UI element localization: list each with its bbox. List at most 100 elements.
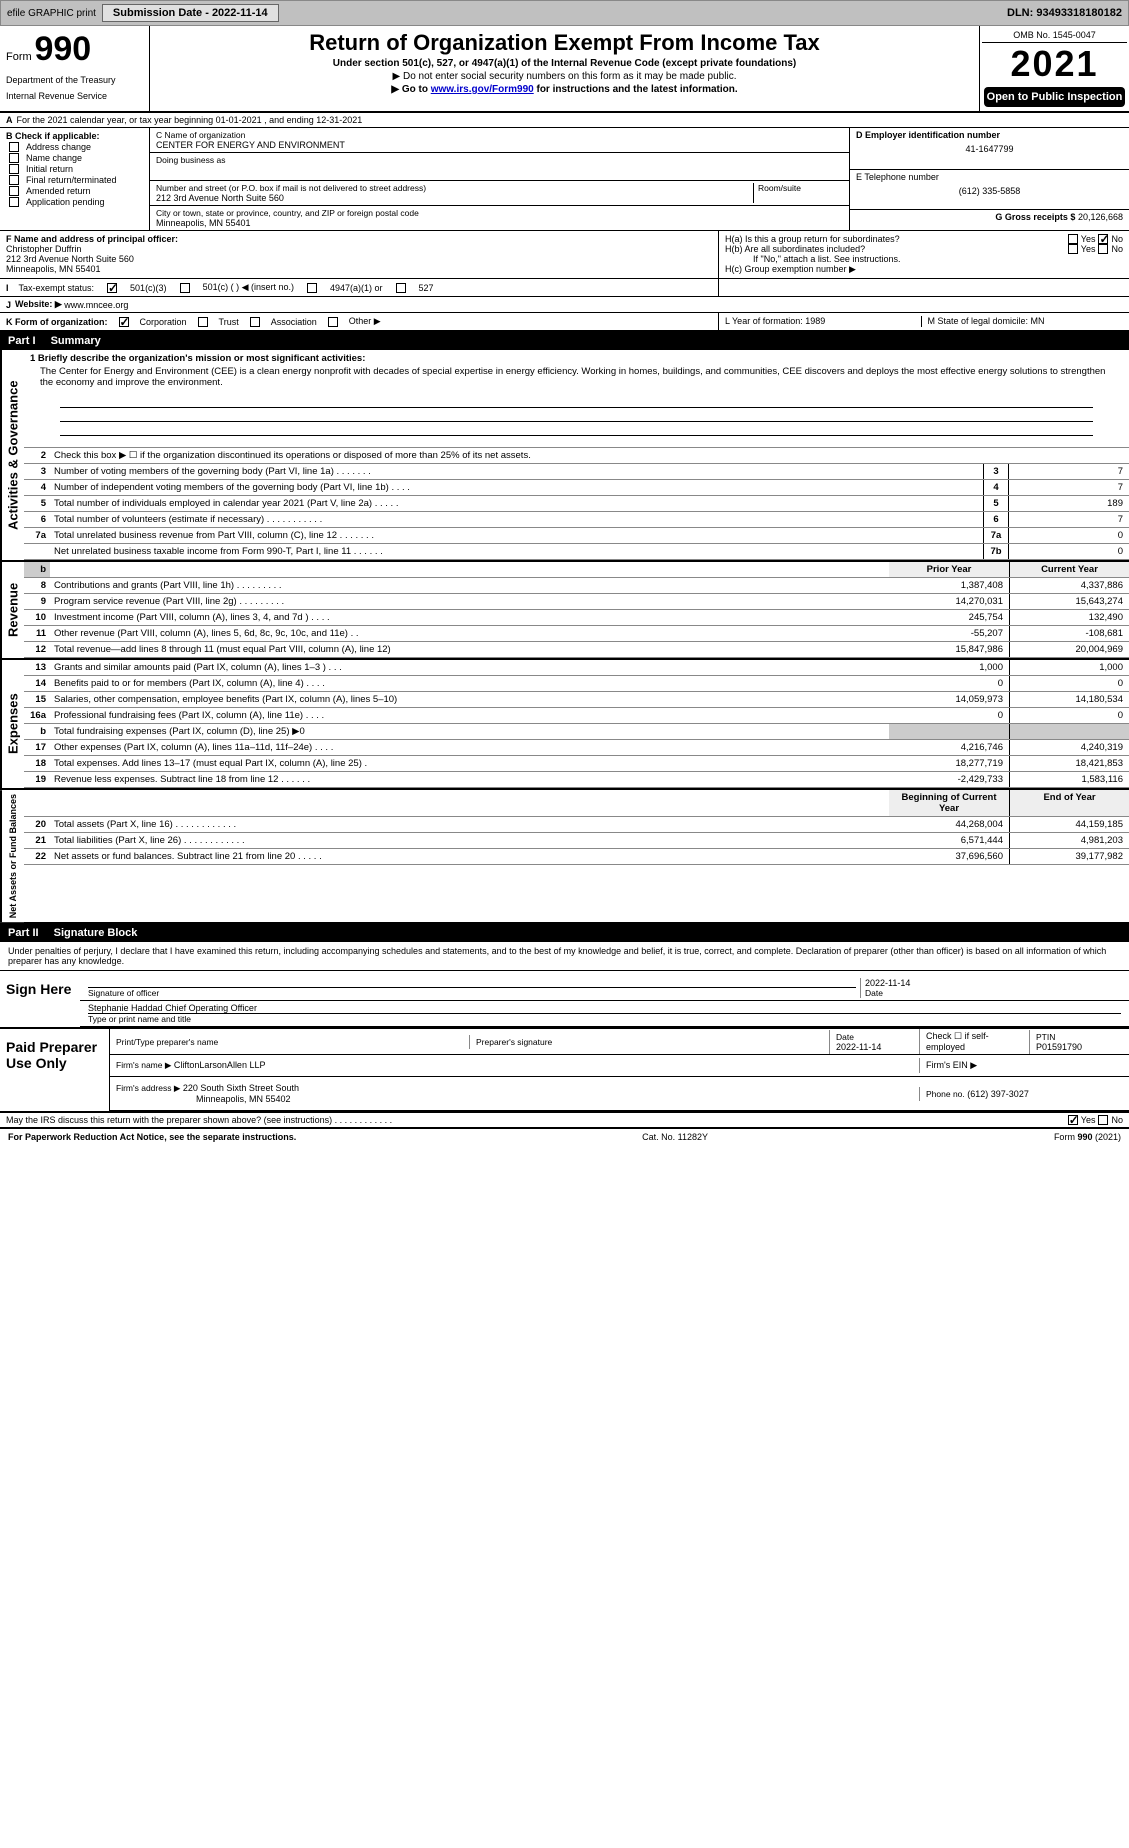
checkbox-final-return[interactable] (9, 175, 19, 185)
val-7b: 0 (1009, 544, 1129, 559)
c8: 4,337,886 (1009, 578, 1129, 593)
checkbox-application-pending[interactable] (9, 197, 19, 207)
checkbox-address-change[interactable] (9, 142, 19, 152)
checkbox-other[interactable] (328, 317, 338, 327)
h-block: H(a) Is this a group return for subordin… (719, 231, 1129, 278)
a-line: A For the 2021 calendar year, or tax yea… (0, 113, 1129, 128)
firm-name: CliftonLarsonAllen LLP (174, 1060, 266, 1070)
officer-addr2: Minneapolis, MN 55401 (6, 264, 712, 274)
may-yes-checkbox[interactable] (1068, 1115, 1078, 1125)
ha-no-checkbox[interactable] (1098, 234, 1108, 244)
ha-yes-checkbox[interactable] (1068, 234, 1078, 244)
form-note-link: ▶ Go to www.irs.gov/Form990 for instruct… (156, 84, 973, 95)
side-net-assets: Net Assets or Fund Balances (0, 790, 24, 922)
form-title: Return of Organization Exempt From Incom… (156, 30, 973, 56)
checkbox-association[interactable] (250, 317, 260, 327)
checkbox-name-change[interactable] (9, 153, 19, 163)
g-label: G Gross receipts $ (995, 212, 1075, 222)
tax-status-label: Tax-exempt status: (19, 283, 95, 293)
l-year-formation: L Year of formation: 1989 (725, 316, 922, 327)
org-column: C Name of organization CENTER FOR ENERGY… (150, 128, 849, 230)
p21: 6,571,444 (889, 833, 1009, 848)
prep-date: 2022-11-14 (836, 1042, 913, 1052)
omb-number: OMB No. 1545-0047 (982, 28, 1127, 43)
checkbox-amended[interactable] (9, 186, 19, 196)
sig-date: 2022-11-14 (865, 978, 1121, 988)
checkbox-527[interactable] (396, 283, 406, 293)
p20: 44,268,004 (889, 817, 1009, 832)
print-name-label: Print/Type preparer's name (116, 1037, 463, 1047)
m-state-domicile: M State of legal domicile: MN (922, 316, 1124, 327)
line-16b: Total fundraising expenses (Part IX, col… (50, 724, 889, 739)
c21: 4,981,203 (1009, 833, 1129, 848)
line-19: Revenue less expenses. Subtract line 18 … (50, 772, 889, 787)
form-note-ssn: ▶ Do not enter social security numbers o… (156, 71, 973, 82)
net-assets-block: Net Assets or Fund Balances Beginning of… (0, 790, 1129, 924)
efile-label: efile GRAPHIC print (7, 8, 96, 19)
room-label: Room/suite (758, 183, 843, 193)
line-21: Total liabilities (Part X, line 26) . . … (50, 833, 889, 848)
p13: 1,000 (889, 660, 1009, 675)
c12: 20,004,969 (1009, 642, 1129, 657)
firm-name-label: Firm's name ▶ (116, 1060, 171, 1070)
checkbox-501c[interactable] (180, 283, 190, 293)
form-number: 990 (34, 30, 91, 68)
officer-name-title: Stephanie Haddad Chief Operating Officer (88, 1003, 1121, 1013)
may-discuss-line: May the IRS discuss this return with the… (0, 1113, 1129, 1129)
p16a: 0 (889, 708, 1009, 723)
website-value: www.mncee.org (64, 300, 128, 310)
firm-addr-label: Firm's address ▶ (116, 1083, 180, 1093)
form-subtitle: Under section 501(c), 527, or 4947(a)(1)… (156, 58, 973, 69)
sig-officer-label: Signature of officer (88, 987, 856, 998)
irs-link[interactable]: www.irs.gov/Form990 (431, 84, 534, 95)
c18: 18,421,853 (1009, 756, 1129, 771)
firm-phone-label: Phone no. (926, 1089, 965, 1099)
hdr-beginning: Beginning of Current Year (889, 790, 1009, 816)
firm-ein-label: Firm's EIN ▶ (919, 1058, 1129, 1073)
checkbox-trust[interactable] (198, 317, 208, 327)
line-4: Number of independent voting members of … (50, 480, 983, 495)
p14: 0 (889, 676, 1009, 691)
paid-preparer-label: Paid Preparer Use Only (0, 1029, 110, 1111)
checkbox-initial-return[interactable] (9, 164, 19, 174)
checkbox-4947[interactable] (307, 283, 317, 293)
hb-label: H(b) Are all subordinates included? (725, 244, 1065, 254)
org-name: CENTER FOR ENERGY AND ENVIRONMENT (156, 140, 843, 150)
prep-sig-label: Preparer's signature (476, 1037, 823, 1047)
e-label: E Telephone number (856, 172, 1123, 182)
side-activities: Activities & Governance (0, 350, 24, 560)
revenue-block: Revenue bPrior YearCurrent Year 8Contrib… (0, 562, 1129, 660)
may-no-checkbox[interactable] (1098, 1115, 1108, 1125)
ptin-label: PTIN (1036, 1032, 1123, 1042)
sig-intro: Under penalties of perjury, I declare th… (0, 942, 1129, 971)
p15: 14,059,973 (889, 692, 1009, 707)
hb-yes-checkbox[interactable] (1068, 244, 1078, 254)
may-discuss-text: May the IRS discuss this return with the… (6, 1115, 1065, 1125)
line-14: Benefits paid to or for members (Part IX… (50, 676, 889, 691)
line-7a: Total unrelated business revenue from Pa… (50, 528, 983, 543)
p10: 245,754 (889, 610, 1009, 625)
part-ii-header: Part II Signature Block (0, 924, 1129, 942)
sign-here-label: Sign Here (0, 971, 80, 1027)
gross-receipts: 20,126,668 (1078, 212, 1123, 222)
firm-phone: (612) 397-3027 (967, 1089, 1029, 1099)
c11: -108,681 (1009, 626, 1129, 641)
c22: 39,177,982 (1009, 849, 1129, 864)
expenses-block: Expenses 13Grants and similar amounts pa… (0, 660, 1129, 790)
officer-name: Christopher Duffrin (6, 244, 712, 254)
val-5: 189 (1009, 496, 1129, 511)
p22: 37,696,560 (889, 849, 1009, 864)
side-expenses: Expenses (0, 660, 24, 788)
form-footer: Form 990 (2021) (1054, 1132, 1121, 1142)
addr-label: Number and street (or P.O. box if mail i… (156, 183, 753, 193)
line-5: Total number of individuals employed in … (50, 496, 983, 511)
c9: 15,643,274 (1009, 594, 1129, 609)
f-h-block: F Name and address of principal officer:… (0, 231, 1129, 279)
line-22: Net assets or fund balances. Subtract li… (50, 849, 889, 864)
checkbox-corporation[interactable] (119, 317, 129, 327)
checkbox-501c3[interactable] (107, 283, 117, 293)
hc-label: H(c) Group exemption number ▶ (725, 264, 1123, 275)
paperwork-notice: For Paperwork Reduction Act Notice, see … (8, 1132, 296, 1142)
section-b-c-d: B Check if applicable: Address change Na… (0, 128, 1129, 231)
submission-date-button[interactable]: Submission Date - 2022-11-14 (102, 4, 279, 22)
